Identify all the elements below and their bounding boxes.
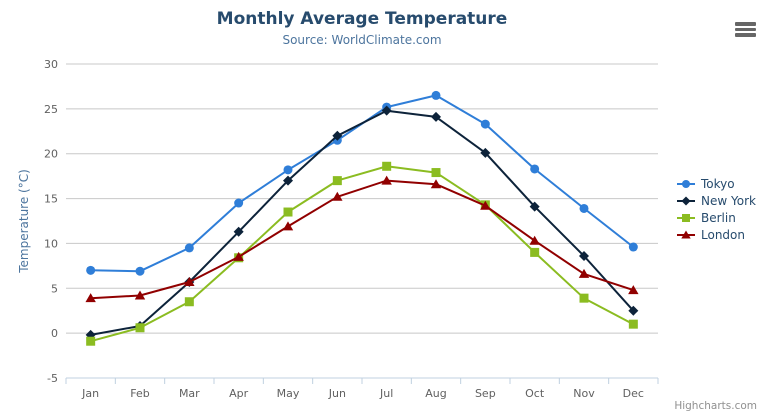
- x-axis-tick-label: Sep: [475, 387, 496, 400]
- marker-triangle[interactable]: [184, 277, 195, 287]
- y-axis-title: Temperature (°C): [17, 169, 31, 274]
- legend-label: London: [701, 227, 745, 242]
- y-axis-tick-label: 15: [44, 193, 58, 206]
- marker-square[interactable]: [184, 297, 194, 307]
- legend-label: Berlin: [701, 210, 736, 225]
- marker-square[interactable]: [283, 207, 293, 217]
- credits-link[interactable]: Highcharts.com: [674, 400, 757, 412]
- marker-triangle[interactable]: [681, 230, 691, 238]
- series-line: [90, 94, 634, 273]
- marker-triangle[interactable]: [529, 235, 540, 245]
- marker-triangle[interactable]: [480, 200, 491, 210]
- context-menu-button[interactable]: [735, 22, 756, 37]
- series-new-york[interactable]: [85, 105, 639, 340]
- series-line: [90, 109, 635, 336]
- series-line: [90, 179, 634, 300]
- marker-square[interactable]: [628, 319, 638, 329]
- legend-label: Tokyo: [701, 176, 735, 191]
- legend: Tokyo New York Berlin London: [676, 175, 756, 243]
- marker-circle[interactable]: [579, 203, 589, 213]
- marker-diamond[interactable]: [431, 111, 441, 122]
- series-line: [90, 165, 634, 343]
- marker-circle[interactable]: [682, 179, 690, 188]
- x-axis-tick-label: Feb: [130, 387, 149, 400]
- x-axis-tick-label: Nov: [573, 387, 595, 400]
- marker-diamond[interactable]: [681, 196, 691, 205]
- marker-circle[interactable]: [234, 198, 244, 208]
- hamburger-icon: [735, 22, 756, 37]
- y-axis-tick-label: 25: [44, 103, 58, 116]
- marker-triangle[interactable]: [381, 175, 392, 185]
- marker-triangle[interactable]: [134, 290, 146, 300]
- marker-circle[interactable]: [135, 266, 145, 276]
- x-axis-tick-label: Jun: [328, 387, 346, 400]
- x-axis-tick-label: Mar: [179, 387, 200, 400]
- y-axis-tick-label: 30: [44, 58, 58, 71]
- marker-triangle[interactable]: [85, 293, 96, 303]
- marker-square[interactable]: [431, 168, 441, 178]
- y-axis-tick-label: -5: [47, 372, 58, 385]
- marker-diamond[interactable]: [381, 105, 392, 116]
- marker-square[interactable]: [135, 323, 145, 333]
- series-london[interactable]: [85, 175, 639, 303]
- marker-circle[interactable]: [431, 90, 441, 100]
- legend-symbol-circle-icon: [677, 179, 695, 188]
- marker-triangle[interactable]: [233, 251, 244, 261]
- legend-symbol-square-icon: [677, 213, 695, 222]
- series-berlin[interactable]: [86, 161, 638, 346]
- chart-title: Monthly Average Temperature: [216, 9, 508, 29]
- x-axis-tick-label: Oct: [525, 387, 545, 400]
- marker-diamond[interactable]: [332, 130, 343, 141]
- marker-square[interactable]: [530, 247, 540, 257]
- x-axis-tick-label: Aug: [425, 387, 446, 400]
- marker-circle[interactable]: [530, 164, 540, 174]
- x-axis-tick-label: Apr: [229, 387, 249, 400]
- marker-square[interactable]: [86, 336, 96, 346]
- marker-triangle[interactable]: [332, 191, 343, 201]
- y-axis-tick-label: 10: [44, 237, 58, 250]
- marker-diamond[interactable]: [480, 147, 491, 158]
- legend-item-london[interactable]: London: [676, 226, 756, 243]
- legend-label: New York: [701, 193, 756, 208]
- marker-square[interactable]: [332, 176, 342, 186]
- marker-diamond[interactable]: [283, 175, 293, 186]
- x-axis-tick-label: May: [277, 387, 300, 400]
- marker-circle[interactable]: [628, 242, 638, 252]
- y-axis-tick-label: 20: [44, 148, 58, 161]
- marker-square[interactable]: [382, 161, 392, 171]
- marker-triangle[interactable]: [628, 285, 639, 295]
- marker-circle[interactable]: [283, 165, 293, 175]
- marker-diamond[interactable]: [579, 250, 589, 261]
- legend-item-berlin[interactable]: Berlin: [676, 209, 756, 226]
- marker-diamond[interactable]: [233, 226, 244, 237]
- x-axis-tick-label: Dec: [623, 387, 644, 400]
- marker-triangle[interactable]: [578, 268, 590, 278]
- chart-subtitle: Source: WorldClimate.com: [282, 33, 442, 47]
- y-axis-tick-label: 5: [51, 282, 58, 295]
- marker-circle[interactable]: [86, 265, 96, 275]
- y-axis-tick-label: 0: [51, 327, 58, 340]
- marker-diamond[interactable]: [628, 305, 639, 316]
- marker-square[interactable]: [682, 213, 690, 222]
- legend-item-tokyo[interactable]: Tokyo: [676, 175, 756, 192]
- legend-item-new-york[interactable]: New York: [676, 192, 756, 209]
- marker-circle[interactable]: [480, 119, 490, 129]
- x-axis-tick-label: Jul: [379, 387, 393, 400]
- legend-symbol-triangle-icon: [677, 230, 695, 238]
- marker-triangle[interactable]: [430, 179, 442, 189]
- legend-symbol-diamond-icon: [677, 196, 695, 205]
- marker-triangle[interactable]: [282, 221, 294, 231]
- series-tokyo[interactable]: [86, 90, 638, 276]
- x-axis-tick-label: Jan: [81, 387, 99, 400]
- marker-square[interactable]: [579, 293, 589, 303]
- marker-circle[interactable]: [184, 243, 194, 253]
- marker-diamond[interactable]: [529, 201, 540, 212]
